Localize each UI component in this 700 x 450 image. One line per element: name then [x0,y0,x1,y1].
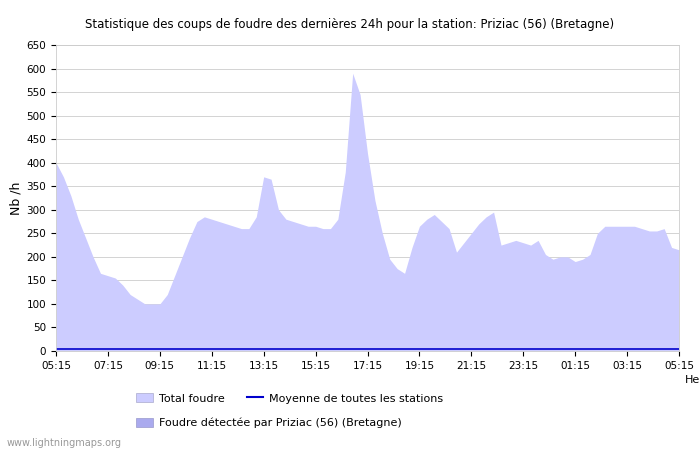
Text: www.lightningmaps.org: www.lightningmaps.org [7,438,122,448]
Legend: Foudre détectée par Priziac (56) (Bretagne): Foudre détectée par Priziac (56) (Bretag… [136,418,401,428]
Text: Statistique des coups de foudre des dernières 24h pour la station: Priziac (56) : Statistique des coups de foudre des dern… [85,18,615,31]
Text: Heure: Heure [685,375,700,386]
Y-axis label: Nb /h: Nb /h [9,181,22,215]
